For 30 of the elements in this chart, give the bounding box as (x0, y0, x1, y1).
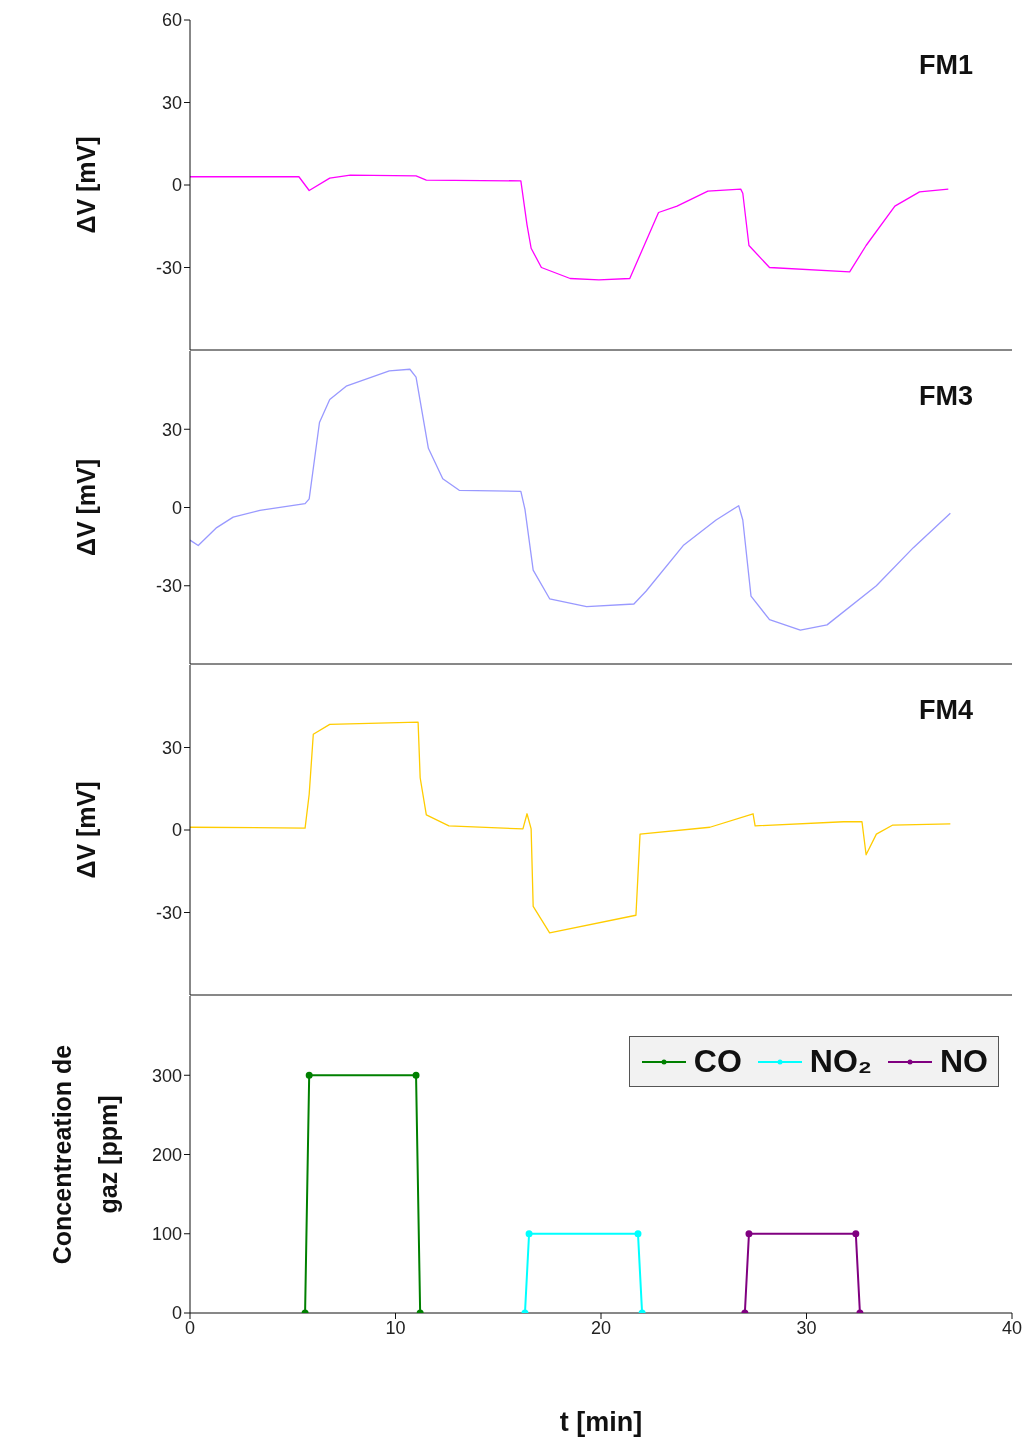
y-tick-label: 0 (171, 175, 182, 196)
y-tick-label: 0 (171, 820, 182, 841)
x-tick-label: 20 (590, 1317, 612, 1338)
y-tick-label: 100 (151, 1224, 182, 1245)
legend-label: NO₂ (809, 1043, 872, 1080)
x-tick-label: 0 (184, 1317, 196, 1338)
y-axis-title: ΔV [mV] (72, 136, 100, 234)
legend-label: NO (940, 1043, 988, 1080)
x-tick-label: 40 (1001, 1317, 1023, 1338)
y-tick-label: -30 (155, 576, 182, 597)
text: FM1 (919, 50, 973, 81)
y-tick-label: 0 (171, 1303, 182, 1324)
text: FM4 (919, 695, 973, 726)
y-tick-label: 0 (171, 497, 182, 518)
legend-label: CO (693, 1043, 742, 1080)
x-tick-label: 10 (385, 1317, 406, 1338)
y-tick-label: -30 (155, 902, 182, 923)
x-axis-title: t [min] (559, 1407, 643, 1437)
y-tick-label: 60 (161, 10, 182, 31)
x-tick-label: 30 (796, 1317, 817, 1338)
y-axis-title: ΔV [mV] (72, 458, 100, 557)
y-tick-label: 30 (161, 92, 182, 113)
y-tick-label: 300 (151, 1065, 182, 1086)
y-tick-label: 30 (161, 419, 182, 440)
y-tick-label: 30 (161, 737, 182, 758)
y-tick-label: -30 (155, 257, 182, 278)
y-axis-title: Concentreation de gaz [ppm] (48, 1044, 122, 1265)
y-tick-label: 200 (151, 1144, 182, 1165)
y-axis-title: ΔV [mV] (72, 781, 100, 879)
text: FM3 (919, 381, 973, 412)
